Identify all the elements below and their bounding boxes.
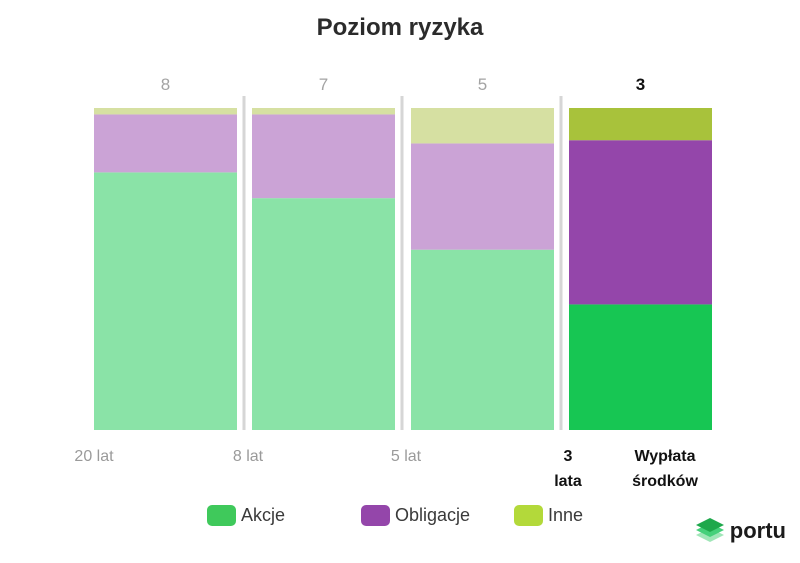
bar-2-obligacje	[252, 114, 395, 199]
legend-swatch-akcje	[207, 505, 236, 526]
chart-bars	[94, 108, 712, 430]
portu-logo-text: portu	[729, 518, 786, 543]
period-label-2: 8 lat	[233, 448, 264, 465]
period-label-5-line-1: Wypłata	[634, 448, 695, 465]
bar-2-akcje	[252, 198, 395, 430]
legend-item-akcje: Akcje	[207, 505, 285, 526]
period-labels: 20 lat 8 lat 5 lat 3 lata Wypłata środków	[74, 448, 698, 490]
period-label-1: 20 lat	[74, 448, 114, 465]
legend-swatch-inne	[514, 505, 543, 526]
legend-item-obligacje: Obligacje	[361, 505, 470, 526]
bar-3-inne	[411, 108, 554, 144]
risk-level-label-2: 7	[319, 75, 328, 94]
legend-label-akcje: Akcje	[241, 505, 286, 525]
column-dividers	[242, 96, 563, 430]
stacked-bar-chart: 8 7 5 3 20 lat 8 lat 5 lat 3 lata Wypłata środków	[74, 75, 712, 490]
legend-label-inne: Inne	[548, 505, 584, 525]
bar-1-obligacje	[94, 114, 237, 173]
portu-logo: portu	[694, 516, 786, 546]
bar-4-obligacje	[569, 140, 712, 305]
bar-1-akcje	[94, 172, 237, 430]
bar-2-inne	[252, 108, 395, 115]
chart-legend: Akcje Obligacje Inne	[0, 505, 800, 535]
risk-level-label-3: 5	[478, 75, 487, 94]
bar-3-obligacje	[411, 143, 554, 250]
portu-logo-icon	[695, 518, 724, 542]
period-label-5-line-2: środków	[632, 473, 698, 490]
legend-item-inne: Inne	[514, 505, 583, 526]
period-label-4-line-2: lata	[554, 473, 582, 490]
bar-4-akcje	[569, 304, 712, 430]
risk-level-labels: 8 7 5 3	[161, 75, 645, 94]
period-label-4-line-1: 3	[564, 448, 573, 465]
risk-level-label-4: 3	[636, 75, 645, 94]
bar-4-inne	[569, 108, 712, 141]
bar-3-akcje	[411, 249, 554, 430]
legend-swatch-obligacje	[361, 505, 390, 526]
bar-1-inne	[94, 108, 237, 115]
chart-title: Poziom ryzyka	[316, 14, 484, 41]
period-label-3: 5 lat	[391, 448, 422, 465]
legend-label-obligacje: Obligacje	[395, 505, 471, 525]
risk-level-label-1: 8	[161, 75, 170, 94]
